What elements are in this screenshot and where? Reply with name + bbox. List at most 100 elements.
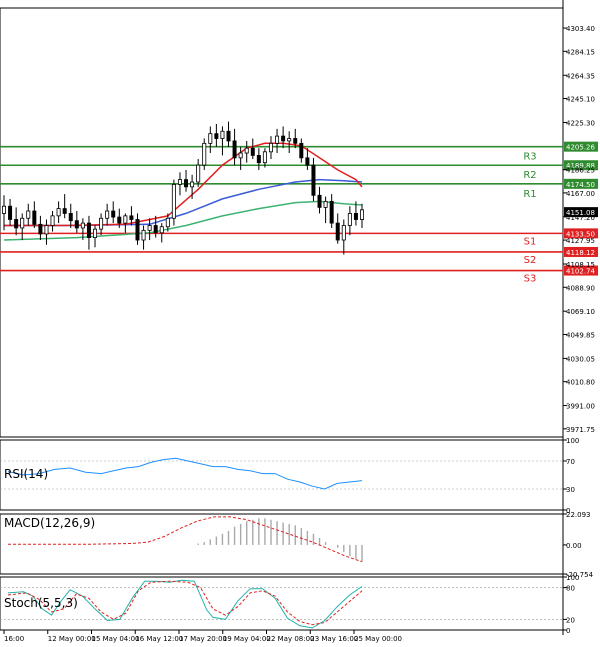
candle-body	[329, 200, 334, 224]
time-tick-label: 19 May 04:00	[223, 635, 271, 643]
rsi-tick-label: 70	[566, 458, 575, 466]
stoch-label: Stoch(5,5,3)	[4, 596, 78, 610]
candle-body	[232, 140, 237, 159]
time-tick-label: 12 May 00:00	[48, 635, 96, 643]
stoch-d-line	[7, 580, 363, 626]
candle-body	[14, 219, 19, 229]
price-tick-label: 4049.85	[566, 331, 595, 339]
candle-body	[250, 147, 255, 156]
candle-body	[287, 138, 292, 142]
candle-body	[141, 229, 146, 241]
rsi-tick-label: 0	[566, 507, 570, 515]
candle-body	[165, 217, 170, 228]
candle-body	[244, 147, 249, 154]
candle-body	[86, 222, 91, 239]
level-tag-s3: 4102.74	[566, 268, 595, 276]
candle-body	[38, 223, 43, 235]
candle-body	[32, 210, 37, 225]
candle-body	[74, 220, 79, 229]
candle-body	[214, 133, 219, 139]
price-tick-label: 4147.20	[566, 214, 595, 222]
candle-body	[44, 225, 49, 235]
rsi-label: RSI(14)	[4, 467, 48, 481]
candle-body	[129, 215, 134, 220]
price-tick-label: 4245.10	[566, 96, 595, 104]
candle-body	[353, 213, 358, 220]
candle-body	[347, 213, 352, 226]
level-tag-r3: 4205.26	[566, 144, 595, 152]
candle-body	[299, 142, 304, 159]
macd-tick-label: 0.00	[566, 542, 582, 550]
time-tick-label: 16:00	[4, 635, 24, 643]
candle-body	[50, 215, 55, 226]
last-price-tag-bg	[564, 207, 598, 218]
price-tick-label: 4030.05	[566, 355, 595, 363]
candle-body	[335, 222, 340, 241]
price-tick-label: 4010.80	[566, 379, 595, 387]
price-tick-label: 4284.15	[566, 48, 595, 56]
level-tag-bg	[564, 265, 598, 276]
level-label-r3: R3	[523, 152, 536, 163]
level-tag-r2: 4189.88	[566, 162, 595, 170]
price-tick-label: 4186.25	[566, 167, 595, 175]
level-label-s3: S3	[524, 274, 537, 285]
price-tick-label: 4303.40	[566, 25, 595, 33]
candle-body	[190, 181, 195, 188]
price-tick-label: 4127.95	[566, 237, 595, 245]
macd-tick-label: 22.093	[566, 511, 591, 519]
last-price-tag: 4151.08	[566, 209, 595, 217]
price-tick-label: 4225.30	[566, 119, 595, 127]
candle-body	[2, 205, 7, 214]
time-tick-label: 25 May 00:00	[354, 635, 402, 643]
candle-body	[293, 138, 298, 144]
level-tag-s1: 4133.50	[566, 230, 595, 238]
macd-tick-label: -20.754	[566, 571, 594, 579]
level-tag-bg	[564, 141, 598, 152]
level-label-s1: S1	[524, 236, 537, 247]
candle-body	[256, 155, 261, 164]
candle-body	[359, 209, 364, 220]
stoch-tick-label: 0	[566, 627, 570, 635]
candle-body	[68, 213, 73, 222]
stoch-tick-label: 100	[566, 574, 579, 582]
level-tag-bg	[564, 160, 598, 171]
macd-signal-line	[8, 516, 363, 563]
level-tag-bg	[564, 178, 598, 189]
level-label-s2: S2	[524, 255, 537, 266]
price-tick-label: 3991.00	[566, 403, 595, 411]
candle-body	[20, 217, 25, 229]
candle-body	[238, 152, 243, 159]
rsi-tick-label: 30	[566, 486, 575, 494]
candle-body	[226, 130, 231, 142]
candle-body	[159, 226, 164, 234]
candle-body	[8, 205, 13, 220]
price-tick-label: 3971.75	[566, 426, 595, 434]
time-tick-label: 23 May 16:00	[310, 635, 358, 643]
candle-body	[80, 222, 85, 229]
candle-body	[147, 225, 152, 231]
candle-body	[196, 164, 201, 183]
candle-body	[62, 208, 67, 214]
candle-body	[177, 179, 182, 185]
level-label-r1: R1	[523, 189, 536, 200]
level-tag-s2: 4118.12	[566, 249, 595, 257]
level-label-r2: R2	[523, 170, 536, 181]
stoch-tick-label: 20	[566, 616, 575, 624]
candle-body	[93, 228, 98, 239]
rsi-line	[7, 457, 363, 490]
candle-body	[56, 208, 61, 217]
price-tick-label: 4264.35	[566, 72, 595, 80]
candle-body	[135, 219, 140, 241]
candle-body	[220, 130, 225, 139]
stoch-k-line	[7, 579, 363, 629]
candle-body	[99, 217, 104, 230]
candle-body	[26, 210, 31, 219]
candle-body	[262, 151, 267, 164]
candle-body	[202, 142, 207, 166]
candle-body	[171, 184, 176, 219]
candle-body	[317, 194, 322, 208]
level-tag-r1: 4174.50	[566, 181, 595, 189]
candle-body	[268, 142, 273, 153]
price-tick-label: 4108.15	[566, 261, 595, 269]
